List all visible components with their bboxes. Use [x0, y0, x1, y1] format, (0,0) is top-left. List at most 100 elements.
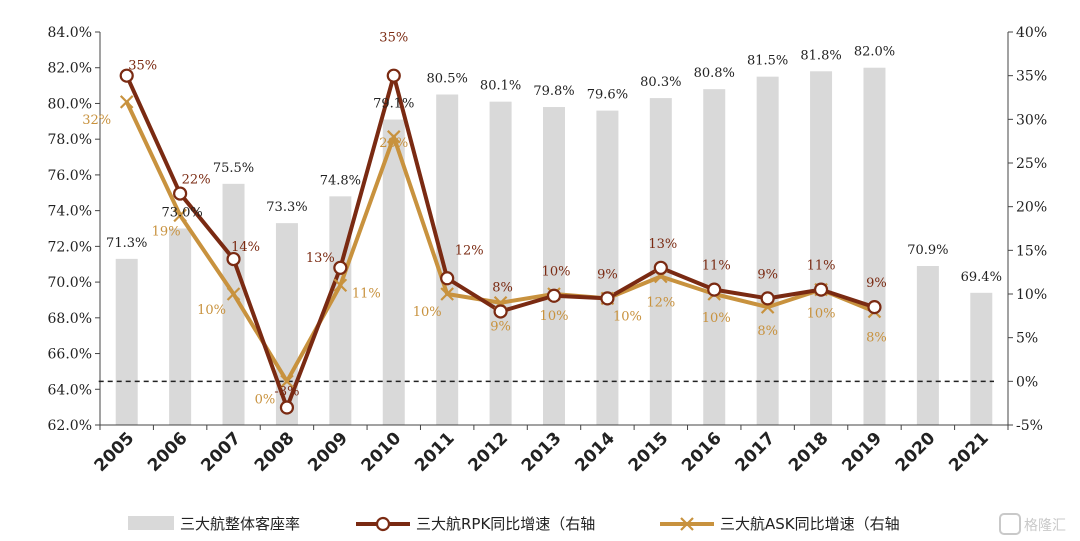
bar-2006: [169, 228, 192, 425]
x-tick-label-2015: 2015: [625, 428, 673, 476]
bar-label-2013: 79.8%: [533, 84, 574, 99]
x-tick-label-2006: 2006: [144, 428, 192, 476]
rpk-point-2017: [760, 291, 775, 306]
right-tick-label: 0%: [1016, 374, 1038, 390]
x-tick-label-2007: 2007: [197, 428, 245, 476]
right-tick-label: 15%: [1016, 243, 1047, 259]
bar-2010: [382, 119, 405, 426]
rpk-label-2008: -3%: [274, 385, 299, 400]
right-tick-label: 5%: [1016, 331, 1038, 347]
rpk-label-2007: 14%: [231, 240, 260, 255]
ask-point-2010: [386, 130, 401, 144]
rpk-point-2007: [226, 251, 241, 267]
bar-label-2021: 69.4%: [961, 270, 1002, 285]
rpk-label-2011: 12%: [455, 243, 484, 258]
bar-label-2006: 73.0%: [161, 206, 202, 221]
rpk-label-2018: 11%: [807, 259, 836, 274]
legend-label-ask: 三大航ASK同比增速（右轴: [720, 515, 900, 533]
legend-swatch-bar: [128, 516, 174, 530]
left-tick-label: 76.0%: [48, 168, 92, 184]
rpk-label-2010: 35%: [379, 31, 408, 46]
rpk-point-2013: [546, 288, 562, 303]
left-tick-label: 62.0%: [48, 418, 92, 434]
ask-label-2006: 19%: [152, 224, 181, 239]
bar-label-2012: 80.1%: [480, 79, 521, 94]
left-tick-label: 70.0%: [48, 275, 92, 291]
rpk-label-2013: 10%: [542, 265, 571, 280]
legend-swatch-rpk-marker: [375, 516, 391, 532]
bar-2020: [916, 266, 939, 425]
right-tick-label: 10%: [1016, 287, 1047, 303]
bar-2012: [489, 101, 512, 425]
ask-point-2008: [280, 374, 294, 389]
ask-label-2014: 10%: [613, 309, 642, 324]
rpk-point-2014: [600, 291, 615, 306]
rpk-label-2014: 9%: [597, 267, 618, 282]
ask-label-2009: 11%: [352, 286, 381, 301]
bar-group: [115, 67, 993, 426]
right-tick-label: 40%: [1016, 25, 1047, 41]
rpk-point-2009: [333, 260, 348, 275]
left-tick-label: 84.0%: [48, 25, 92, 41]
ask-label-2015: 12%: [646, 296, 675, 311]
left-tick-label: 72.0%: [48, 239, 92, 255]
bar-2016: [703, 89, 726, 425]
bar-2011: [436, 94, 459, 425]
rpk-point-2006: [173, 186, 188, 201]
left-tick-label: 68.0%: [48, 311, 92, 327]
bar-label-2014: 79.6%: [587, 88, 628, 103]
ask-label-2018: 10%: [807, 307, 836, 322]
rpk-point-2018: [813, 282, 829, 297]
bar-label-2005: 71.3%: [106, 236, 147, 251]
x-tick-label-2018: 2018: [785, 428, 833, 476]
rpk-label-2005: 35%: [128, 59, 157, 74]
ask-label-2012: 9%: [490, 320, 511, 335]
bar-label-2017: 81.5%: [747, 54, 788, 69]
ask-point-2011: [440, 287, 454, 301]
bar-label-2010: 79.1%: [373, 97, 414, 112]
x-tick-label-2013: 2013: [518, 428, 566, 476]
watermark-logo-icon: [999, 513, 1021, 535]
bar-2019: [863, 67, 886, 426]
left-tick-label: 78.0%: [48, 132, 92, 148]
left-tick-label: 66.0%: [48, 347, 92, 363]
x-tick-label-2005: 2005: [91, 428, 139, 476]
left-tick-label: 82.0%: [48, 61, 92, 77]
bar-2017: [756, 76, 779, 425]
ask-label-2013: 10%: [540, 309, 569, 324]
rpk-point-2019: [867, 300, 882, 315]
x-tick-label-2012: 2012: [465, 428, 513, 476]
bar-label-2007: 75.5%: [213, 161, 254, 176]
right-tick-label: 35%: [1016, 69, 1047, 85]
ask-label-2016: 10%: [702, 311, 731, 326]
rpk-point-2015: [653, 260, 668, 275]
legend-swatch-ask-marker: [680, 517, 694, 531]
bar-label-2020: 70.9%: [907, 243, 948, 258]
right-tick-label: 25%: [1016, 156, 1047, 172]
ask-label-2008: 0%: [255, 392, 276, 407]
right-tick-label: -5%: [1016, 418, 1043, 434]
bar-2021: [970, 292, 993, 425]
ask-label-2005: 32%: [82, 113, 111, 128]
rpk-label-2017: 9%: [757, 267, 778, 282]
ask-label-2017: 8%: [757, 324, 778, 339]
bar-2009: [329, 196, 352, 425]
ask-label-2010: 28%: [379, 136, 408, 151]
left-tick-label: 64.0%: [48, 382, 92, 398]
ask-label-2011: 10%: [413, 305, 442, 320]
rpk-label-2019: 9%: [866, 276, 887, 291]
left-tick-label: 74.0%: [48, 204, 92, 220]
ask-point-2005: [119, 95, 134, 109]
rpk-label-2016: 11%: [702, 259, 731, 274]
x-tick-label-2016: 2016: [678, 428, 726, 476]
x-tick-label-2009: 2009: [304, 428, 352, 476]
x-tick-label-2014: 2014: [571, 428, 619, 476]
left-tick-label: 80.0%: [48, 96, 92, 112]
rpk-point-2016: [707, 282, 722, 297]
bar-label-2018: 81.8%: [800, 48, 841, 63]
bar-label-2008: 73.3%: [266, 200, 307, 215]
legend-label-bar: 三大航整体客座率: [180, 515, 300, 533]
x-tick-label-2019: 2019: [838, 428, 886, 476]
rpk-point-2010: [386, 68, 401, 83]
